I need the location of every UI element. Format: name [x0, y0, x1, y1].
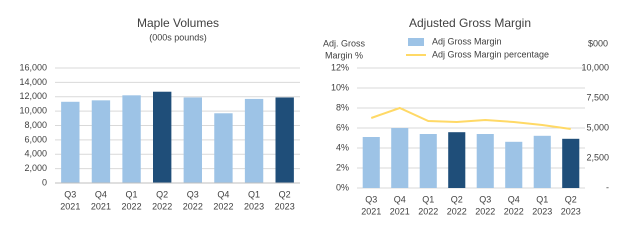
- x-tick-label: 2021: [361, 206, 381, 216]
- y-tick-label: 8,000: [24, 120, 47, 130]
- x-tick-label: Q4: [217, 189, 229, 199]
- y-tick-label: 16,000: [19, 62, 47, 72]
- x-tick-label: Q1: [536, 194, 548, 204]
- y-tick-label: 12,000: [19, 91, 47, 101]
- y-tick-label: 2%: [336, 162, 349, 172]
- x-tick-label: 2022: [183, 201, 203, 211]
- x-tick-label: 2021: [60, 201, 80, 211]
- chart-title: Maple Volumes: [137, 16, 219, 30]
- bar: [505, 141, 523, 188]
- bar: [391, 128, 409, 188]
- chart-subtitle: (000s pounds): [149, 32, 207, 42]
- y2-tick-label: 7,500: [586, 92, 609, 102]
- y2-axis-label: $000: [588, 38, 608, 48]
- x-tick-label: 2022: [418, 206, 438, 216]
- x-tick-label: Q4: [508, 194, 520, 204]
- x-tick-label: Q3: [187, 189, 199, 199]
- x-tick-label: Q4: [95, 189, 107, 199]
- bar: [448, 132, 466, 188]
- y2-tick-label: 2,500: [586, 152, 609, 162]
- y-tick-label: 0: [42, 177, 47, 187]
- bar: [153, 91, 172, 183]
- y-tick-label: 0%: [336, 182, 349, 192]
- bar: [214, 113, 233, 183]
- x-tick-label: 2023: [244, 201, 264, 211]
- x-tick-label: Q3: [365, 194, 377, 204]
- y2-tick-label: 10,000: [581, 62, 609, 72]
- x-tick-label: 2023: [532, 206, 552, 216]
- bar: [275, 97, 294, 183]
- x-tick-label: Q1: [422, 194, 434, 204]
- bar: [61, 101, 80, 183]
- y-tick-label: 6%: [336, 122, 349, 132]
- y-tick-label: 10,000: [19, 106, 47, 116]
- x-tick-label: 2023: [561, 206, 581, 216]
- x-tick-label: Q4: [394, 194, 406, 204]
- legend-label: Adj Gross Margin: [432, 36, 502, 46]
- x-tick-label: Q2: [451, 194, 463, 204]
- page: Maple Volumes (000s pounds) Adjusted Gro…: [19, 16, 609, 216]
- x-tick-label: Q3: [479, 194, 491, 204]
- bar: [476, 134, 494, 188]
- x-tick-label: 2022: [122, 201, 142, 211]
- x-tick-label: 2022: [213, 201, 233, 211]
- y2-tick-label: 5,000: [586, 122, 609, 132]
- bar: [244, 98, 264, 183]
- bar: [183, 97, 202, 183]
- line-series: [370, 106, 571, 130]
- y-axis-label: Margin %: [325, 50, 363, 60]
- y-tick-label: 4,000: [24, 149, 47, 159]
- y-tick-label: 6,000: [24, 134, 47, 144]
- x-tick-label: 2021: [91, 201, 111, 211]
- y-tick-label: 12%: [331, 62, 349, 72]
- x-tick-label: 2022: [447, 206, 467, 216]
- y-axis-label: Adj. Gross: [323, 38, 366, 48]
- legend-swatch: [408, 38, 424, 46]
- y-tick-label: 4%: [336, 142, 349, 152]
- y-tick-label: 14,000: [19, 77, 47, 87]
- bar: [562, 138, 580, 188]
- x-tick-label: 2022: [475, 206, 495, 216]
- x-tick-label: Q2: [156, 189, 168, 199]
- y-tick-label: 2,000: [24, 163, 47, 173]
- y2-tick-label: -: [606, 182, 609, 192]
- x-tick-label: 2023: [275, 201, 295, 211]
- legend-label: Adj Gross Margin percentage: [432, 49, 549, 59]
- y-tick-label: 10%: [331, 82, 349, 92]
- x-tick-label: Q1: [126, 189, 138, 199]
- chart-title: Adjusted Gross Margin: [409, 16, 531, 30]
- x-tick-label: Q1: [248, 189, 260, 199]
- y-tick-label: 8%: [336, 102, 349, 112]
- x-tick-label: Q3: [64, 189, 76, 199]
- bar: [533, 135, 551, 188]
- x-tick-label: 2022: [504, 206, 524, 216]
- x-tick-label: 2021: [390, 206, 410, 216]
- bar: [419, 134, 437, 188]
- bar: [91, 100, 111, 183]
- x-tick-label: 2022: [152, 201, 172, 211]
- x-tick-label: Q2: [279, 189, 291, 199]
- bar: [122, 95, 141, 183]
- x-tick-label: Q2: [565, 194, 577, 204]
- bar: [362, 137, 380, 188]
